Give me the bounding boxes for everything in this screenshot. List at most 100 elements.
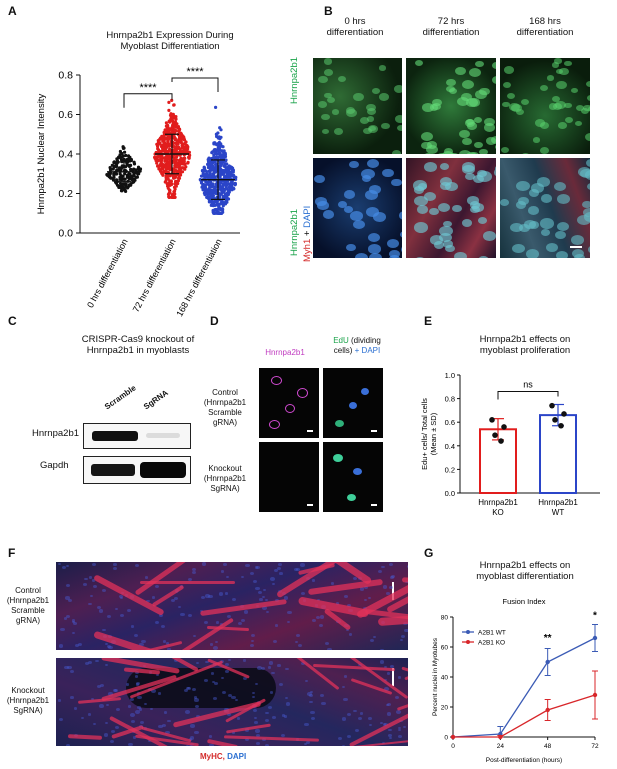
nucleus	[407, 565, 408, 568]
panel-f-legend-myhc: MyHC,	[200, 752, 225, 761]
data-point	[169, 112, 173, 116]
panel-a-title: Hnrnpa2b1 Expression During Myoblast Dif…	[70, 30, 270, 52]
nucleus	[70, 669, 75, 673]
nucleus	[310, 717, 315, 721]
nucleus	[151, 689, 156, 693]
nucleus	[272, 582, 276, 586]
nucleus	[367, 232, 380, 243]
nucleus	[576, 104, 585, 111]
data-point	[171, 175, 176, 179]
data-point	[167, 108, 171, 112]
nucleus	[223, 562, 227, 566]
nucleus	[204, 678, 209, 682]
data-point	[211, 156, 215, 160]
micrograph-d-control-edu	[323, 368, 383, 438]
data-point	[177, 145, 181, 149]
data-point	[205, 195, 209, 199]
nucleus	[390, 664, 395, 668]
myotube	[307, 579, 383, 596]
nucleus	[285, 667, 289, 671]
nucleus	[444, 148, 454, 154]
nucleus	[341, 745, 346, 746]
y-axis-label: (Mean ± SD)	[429, 412, 438, 455]
nucleus	[539, 147, 550, 154]
data-point	[208, 169, 212, 173]
nucleus	[367, 596, 371, 599]
nucleus	[353, 93, 364, 102]
data-point	[215, 143, 219, 147]
data-point	[225, 173, 229, 177]
nucleus	[400, 230, 402, 238]
nucleus	[281, 714, 286, 717]
nucleus	[104, 721, 108, 725]
nucleus	[194, 730, 199, 735]
nucleus	[440, 177, 453, 187]
nucleus	[167, 719, 171, 723]
micrograph-f-control	[56, 562, 408, 650]
nucleus	[501, 147, 510, 154]
nucleus	[138, 708, 142, 711]
panel-b-row2-label2: Myh1 + DAPI	[302, 206, 313, 262]
nucleus	[575, 120, 583, 126]
nucleus	[295, 633, 300, 637]
nucleus	[540, 218, 555, 229]
nucleus	[270, 671, 275, 675]
data-point	[221, 208, 225, 212]
nucleus	[114, 726, 120, 730]
panel-c-title-line1: CRISPR-Cas9 knockout of	[81, 334, 195, 345]
data-point	[498, 438, 504, 444]
nucleus	[267, 706, 272, 710]
data-point	[132, 160, 136, 164]
blot-lane-scramble: Scramble	[103, 383, 138, 412]
nucleus	[475, 90, 488, 99]
nucleus	[546, 75, 555, 81]
nucleus	[432, 103, 442, 110]
nucleus	[151, 596, 156, 599]
data-point	[214, 182, 218, 186]
y-tick-label: 0.8	[58, 70, 73, 82]
nucleus	[387, 672, 391, 675]
data-point	[221, 204, 225, 208]
data-point	[222, 156, 226, 160]
data-point	[222, 164, 226, 168]
data-point	[173, 124, 177, 128]
nucleus	[309, 690, 314, 694]
nucleus	[71, 619, 76, 622]
nucleus	[386, 712, 392, 716]
nucleus	[582, 200, 590, 209]
nucleus	[192, 687, 197, 691]
nucleus	[399, 638, 404, 642]
nucleus	[114, 607, 118, 610]
data-point	[219, 128, 223, 132]
nucleus	[485, 137, 496, 145]
nucleus	[469, 68, 482, 78]
nucleus	[362, 127, 372, 135]
micrograph-d-knockout-edu	[323, 442, 383, 512]
data-point	[199, 174, 204, 178]
data-point	[124, 153, 128, 158]
nucleus	[400, 244, 402, 254]
data-point	[229, 171, 233, 175]
data-point	[207, 164, 211, 168]
data-point	[176, 142, 180, 146]
data-point	[226, 182, 230, 186]
nucleus	[308, 694, 313, 698]
nucleus	[201, 562, 207, 566]
nucleus	[221, 676, 225, 679]
myotube	[312, 663, 395, 671]
y-tick-label: 0.0	[58, 228, 73, 240]
nucleus	[194, 704, 200, 708]
nucleus	[401, 635, 406, 639]
nucleus	[225, 592, 229, 595]
data-point	[118, 181, 123, 186]
panel-label-c: C	[8, 314, 17, 328]
nucleus	[402, 725, 406, 729]
nucleus	[495, 164, 496, 172]
data-point	[165, 145, 169, 149]
nucleus	[492, 62, 496, 69]
micrograph-b-0h-hnrnpa2b1	[313, 58, 402, 154]
blot-band	[91, 464, 135, 476]
data-point	[174, 115, 178, 119]
panel-b-row2-plus: +	[302, 230, 313, 237]
nucleus	[516, 109, 525, 116]
